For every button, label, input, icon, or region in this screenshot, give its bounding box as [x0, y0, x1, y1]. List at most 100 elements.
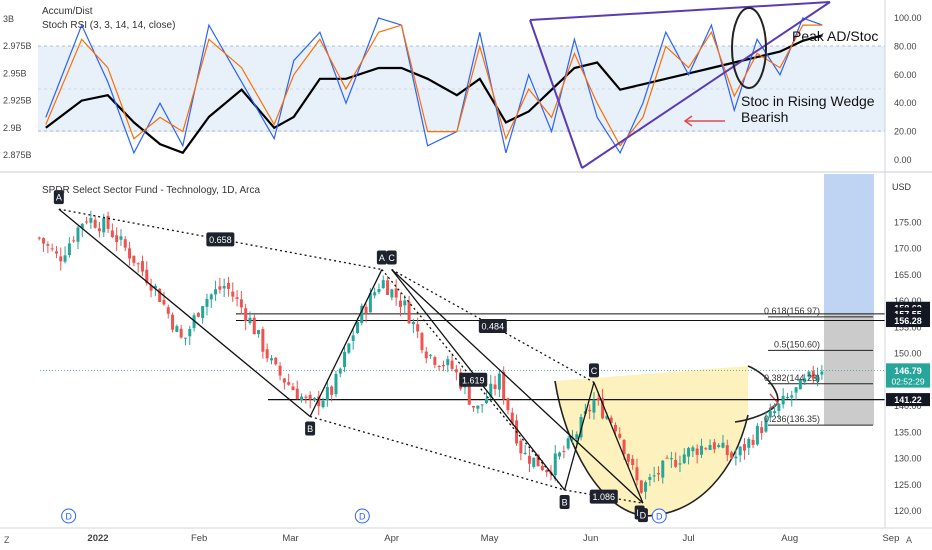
point-label-text: A [56, 193, 62, 203]
candle-body [179, 328, 183, 338]
candle-body [609, 417, 613, 423]
candle-body [502, 371, 506, 400]
candle-body [37, 237, 41, 239]
indicator-left-tick: 2.975B [3, 41, 32, 51]
candle-body [145, 269, 149, 284]
indicator-right-tick: 40.00 [894, 98, 917, 108]
price-badge [886, 314, 930, 328]
legend-stoch-rsi[interactable]: Stoch RSI (3, 3, 14, 14, close) [42, 20, 175, 31]
dividend-marker[interactable] [651, 508, 667, 524]
auto-scale-button[interactable]: A [906, 535, 912, 545]
candle-body [158, 288, 162, 302]
candle-body [390, 289, 394, 298]
candle-body [467, 385, 471, 405]
candle-body [338, 368, 342, 374]
candle-body [317, 396, 321, 407]
timer-text: 02:52:29 [891, 377, 924, 387]
candle-body [777, 403, 781, 411]
time-tick: Jul [683, 533, 695, 544]
legend-accum-dist[interactable]: Accum/Dist [42, 6, 93, 17]
candle-body [588, 409, 592, 412]
ratio-box [206, 232, 235, 247]
leg-b-a [309, 269, 383, 417]
candle-body [201, 306, 205, 319]
price-tick: 165.00 [894, 270, 922, 280]
candle-body [106, 215, 110, 229]
candle-body [652, 475, 656, 477]
candle-body [67, 243, 71, 256]
candle-body [738, 446, 742, 456]
candle-body [497, 373, 501, 390]
point-label-text: B [562, 498, 568, 508]
fib-label: 0.5(150.60) [774, 339, 820, 349]
time-tick: Feb [191, 533, 207, 544]
indicator-left-tick: 2.925B [3, 96, 32, 106]
time-tick: 2022 [87, 533, 108, 544]
candle-body [566, 438, 570, 449]
candle-body [93, 219, 97, 228]
candle-body [171, 314, 175, 330]
indicator-left-tick: 2.9B [3, 123, 22, 133]
time-tick: Jun [583, 533, 598, 544]
candle-body [592, 399, 596, 413]
dividend-marker[interactable] [354, 508, 370, 524]
candle-body [231, 291, 235, 297]
candle-body [785, 397, 789, 399]
dividend-marker[interactable] [61, 508, 77, 524]
candle-body [102, 218, 106, 233]
candle-body [523, 452, 527, 455]
peak-highlight-ellipse [731, 7, 767, 89]
candle-body [46, 244, 50, 246]
candle-body [536, 454, 540, 467]
candle-body [644, 482, 648, 492]
candle-body [59, 256, 63, 262]
last-price-badge [886, 363, 930, 378]
candle-body [162, 299, 166, 305]
candle-body [441, 365, 445, 367]
candle-body [312, 397, 316, 401]
point-label-box [376, 250, 387, 265]
candle-body [63, 255, 67, 262]
candle-body [235, 297, 239, 299]
zoom-button[interactable]: Z [4, 535, 10, 545]
wedge-left-line [529, 19, 583, 169]
price-badge [886, 393, 930, 407]
candle-body [72, 240, 76, 242]
candle-body [433, 357, 437, 365]
wedge-lower-line [581, 1, 831, 169]
candle-body [601, 398, 605, 419]
candle-body [300, 396, 304, 401]
candle-body [751, 439, 755, 445]
candle-body [695, 448, 699, 455]
candle-body [493, 384, 497, 389]
candle-body [269, 358, 273, 361]
indicator-right-tick: 100.00 [894, 13, 922, 23]
candle-body [50, 248, 54, 250]
dividend-marker-text: D [65, 512, 72, 522]
candle-body [97, 228, 101, 232]
price-tick: 135.00 [894, 427, 922, 437]
point-label-text: B [307, 424, 313, 434]
price-title[interactable]: SPDR Select Sector Fund - Technology, 1D… [42, 185, 261, 196]
candle-body [794, 387, 798, 393]
candle-body [140, 261, 144, 272]
annotation-peak: Peak AD/Stoc [792, 28, 878, 44]
ratio-text: 0.658 [209, 235, 232, 245]
candle-body [540, 465, 544, 471]
candle-body [712, 442, 716, 450]
candle-body [545, 470, 549, 473]
time-tick: Aug [781, 533, 798, 544]
point-label-box [559, 495, 570, 509]
candle-body [527, 455, 531, 464]
point-label-box [53, 190, 64, 205]
price-tick: 125.00 [894, 480, 922, 490]
price-tick: 130.00 [894, 454, 922, 464]
candle-body [407, 301, 411, 324]
candle-body [325, 387, 329, 401]
candle-body [532, 457, 536, 467]
candle-body [674, 459, 678, 467]
time-axis[interactable]: 2022 Feb Mar Apr May Jun Jul Aug Sep [87, 533, 899, 544]
candle-body [355, 322, 359, 334]
